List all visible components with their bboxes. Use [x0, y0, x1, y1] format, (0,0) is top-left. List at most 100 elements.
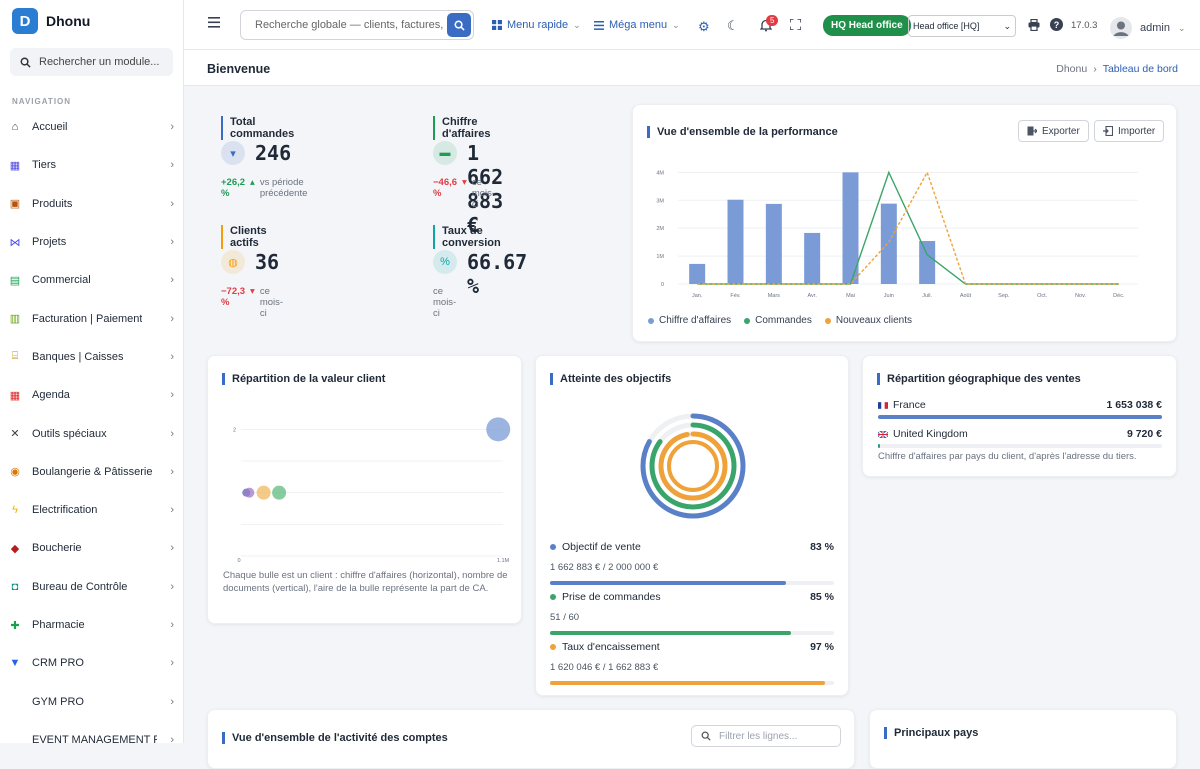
print-button[interactable] [1028, 19, 1040, 31]
sidebar-item-outils-sp-ciaux[interactable]: ✕ Outils spéciaux › [0, 414, 184, 452]
cash-icon: ▬ [433, 141, 457, 165]
x-tick-label: Avr. [807, 293, 817, 299]
sidebar-item-boulangerie-p-tisserie[interactable]: ◉ Boulangerie & Pâtisserie › [0, 453, 184, 491]
sidebar-item-gym-pro[interactable]: GYM PRO › [0, 682, 184, 720]
sidebar-item-boucherie[interactable]: ◆ Boucherie › [0, 529, 184, 567]
customer-bubble[interactable] [486, 417, 511, 442]
user-menu-button[interactable]: admin ⌄ [1110, 17, 1186, 39]
x-tick-label: Juin [884, 293, 894, 299]
sidebar-item-bureau-de-contr-le[interactable]: ◘ Bureau de Contrôle › [0, 568, 184, 606]
geo-progress-bar [878, 415, 1162, 419]
mega-menu-button[interactable]: Méga menu ⌄ [594, 19, 680, 31]
legend-dot [744, 317, 751, 324]
chevron-right-icon: › [170, 350, 174, 363]
quick-menu-button[interactable]: Menu rapide ⌄ [492, 19, 581, 31]
chevron-right-icon: › [170, 274, 174, 287]
customer-bubble[interactable] [272, 485, 287, 500]
breadcrumb-separator: › [1093, 63, 1097, 75]
customer-bubble[interactable] [256, 485, 271, 500]
sidebar-item-agenda[interactable]: ▦ Agenda › [0, 376, 184, 414]
calendar-icon: ▦ [9, 389, 21, 402]
search-icon [701, 731, 711, 741]
objective-progress-bar [550, 581, 834, 585]
sidebar-item-label: Agenda [32, 389, 70, 402]
search-icon [454, 20, 465, 31]
entity-select[interactable]: Head office [HQ] ⌄ [908, 15, 1016, 37]
kpi-delta: −46,6 % [433, 177, 458, 199]
entity-badge[interactable]: HQ Head office [823, 15, 911, 36]
blank-icon [8, 733, 22, 747]
sidebar-item-facturation-paiement[interactable]: ▥ Facturation | Paiement › [0, 299, 184, 337]
y-tick-label: 0 [661, 282, 664, 288]
legend-item[interactable]: Commandes [744, 315, 812, 326]
kpi-trend: −72,3 % ▾ ce mois-ci [221, 286, 283, 319]
import-button[interactable]: Importer [1094, 120, 1165, 142]
bar-chiffre-affaires [727, 199, 744, 284]
global-search-button[interactable] [447, 13, 471, 37]
kpi-value: 36 [255, 250, 280, 274]
sidebar-item-produits[interactable]: ▣ Produits › [0, 185, 184, 223]
objective-row: Objectif de vente 83 % 1 662 883 € / 2 000… [550, 541, 834, 585]
legend-item[interactable]: Nouveaux clients [824, 315, 912, 326]
fullscreen-icon [790, 19, 801, 30]
customer-bubble[interactable] [244, 487, 255, 498]
bar-chiffre-affaires [765, 203, 782, 284]
geo-progress-fill [878, 415, 1162, 419]
topbar: Recherche globale — clients, factures, p… [184, 0, 1200, 50]
sidebar-item-accueil[interactable]: ⌂ Accueil › [0, 108, 184, 146]
objective-name: Prise de commandes [562, 591, 661, 603]
line-nouveaux-clients [697, 170, 1119, 285]
entity-select-value: Head office [HQ] [913, 21, 980, 31]
legend-item[interactable]: Chiffre d'affaires [648, 315, 731, 326]
module-search-input[interactable]: Rechercher un module... [10, 48, 173, 76]
chevron-down-icon: ⌄ [1177, 22, 1186, 33]
sidebar-item-event-management-p[interactable]: EVENT MANAGEMENT P... › [0, 721, 184, 759]
geo-sales-note: Chiffre d'affaires par pays du client, d… [878, 451, 1137, 462]
app-logo[interactable]: D Dhonu [12, 8, 90, 34]
objective-progress-fill [550, 631, 792, 635]
geo-row: France 1 653 038 € [878, 399, 1162, 419]
grid-icon [492, 20, 502, 30]
settings-button[interactable]: ⚙ [698, 19, 710, 35]
sidebar-nav: ⌂ Accueil › ▦ Tiers › ▣ Produits › ⋈ Projets › ▤ Comm… [0, 108, 184, 759]
notifications-button[interactable]: 5 [760, 15, 779, 32]
accounts-filter-input[interactable]: Filtrer les lignes... [691, 725, 841, 747]
caret-up-icon: ▴ [250, 177, 255, 188]
sidebar-item-commercial[interactable]: ▤ Commercial › [0, 261, 184, 299]
network-icon: ⋈ [9, 236, 21, 249]
geo-row: United Kingdom 9 720 € [878, 428, 1162, 448]
uk-flag-icon [878, 430, 888, 438]
help-icon: ? [1050, 18, 1063, 31]
help-button[interactable]: ? [1050, 18, 1063, 31]
moon-icon: ☾ [727, 18, 739, 33]
x-tick-label: Juil. [922, 293, 932, 299]
legend-dot [648, 317, 654, 324]
gear-icon: ⚙ [698, 19, 710, 34]
invoice-icon: ▥ [9, 313, 21, 326]
import-icon [1103, 126, 1113, 136]
blank-icon [8, 695, 22, 709]
objective-name-row: Taux d'encaissement [550, 641, 834, 653]
breadcrumb-bar: Bienvenue Dhonu › Tableau de bord [184, 50, 1200, 86]
x-tick-label: 1.1M [497, 558, 510, 564]
objective-name-row: Prise de commandes [550, 591, 834, 603]
objective-detail: 1 662 883 € / 2 000 000 € [550, 562, 659, 573]
sidebar-item-electrification[interactable]: ϟ Electrification › [0, 491, 184, 529]
sidebar-item-crm-pro[interactable]: ▼ CRM PRO › [0, 644, 184, 682]
sidebar-item-banques-caisses[interactable]: ⌸ Banques | Caisses › [0, 338, 184, 376]
export-button[interactable]: Exporter [1018, 120, 1089, 142]
objective-name-row: Objectif de vente [550, 541, 834, 553]
fullscreen-button[interactable] [790, 19, 801, 30]
sidebar-item-pharmacie[interactable]: ✚ Pharmacie › [0, 606, 184, 644]
hamburger-icon [208, 17, 220, 28]
notification-count-badge: 5 [766, 15, 779, 26]
menu-toggle-button[interactable] [208, 17, 220, 28]
global-search-input[interactable]: Recherche globale — clients, factures, p [240, 10, 474, 40]
bar-chiffre-affaires [919, 241, 936, 284]
x-tick-label: Août [960, 293, 972, 299]
breadcrumb-root[interactable]: Dhonu [1056, 63, 1088, 75]
sidebar-item-tiers[interactable]: ▦ Tiers › [0, 146, 184, 184]
sidebar-item-projets[interactable]: ⋈ Projets › [0, 223, 184, 261]
theme-toggle-button[interactable]: ☾ [727, 18, 739, 34]
geo-country: United Kingdom [878, 428, 1162, 440]
